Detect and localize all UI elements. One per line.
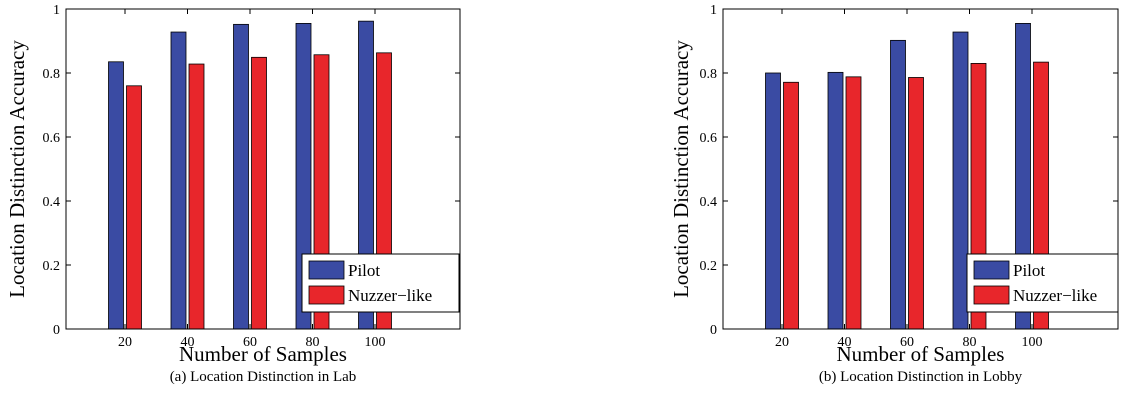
plot-frame [65,8,461,330]
bar-nuzzer-like-60 [908,77,924,330]
y-tick-label: 0.8 [43,67,61,82]
legend-swatch-pilot [973,260,1010,280]
y-tick-label: 0.2 [43,259,61,274]
bar-pilot-80 [952,31,969,330]
bar-nuzzer-like-40 [845,76,862,330]
x-tick-label: 40 [838,335,852,350]
bar-pilot-20 [108,61,124,330]
x-tick-label: 60 [243,335,257,350]
y-tick-label: 0.2 [700,259,718,274]
legend-swatch-pilot [308,260,345,280]
y-tick-label: 0.4 [43,195,61,210]
legend-swatch-nuzzer-like [308,285,345,305]
bar-pilot-20 [765,72,781,330]
x-tick-label: 80 [963,335,977,350]
legend-label-pilot: Pilot [348,261,380,280]
bar-nuzzer-like-60 [251,56,267,330]
x-tick-label: 20 [118,335,132,350]
legend-label-nuzzer-like: Nuzzer−like [348,286,432,305]
chart-a: 0 0.2 0.4 0.6 0.8 1 20 40 60 80 100 Number of Sampl… [5,3,461,385]
bar-pilot-40 [827,71,844,330]
bar-nuzzer-like-20 [783,81,799,330]
y-tick-label: 0 [710,323,717,338]
y-tick-label: 1 [710,3,717,18]
legend: Pilot Nuzzer−like [301,253,460,313]
bar-nuzzer-like-40 [188,63,205,330]
bar-pilot-60 [233,23,249,330]
x-axis-label: Number of Samples [179,342,347,366]
bar-pilot-40 [170,31,187,330]
y-tick-label: 0.6 [43,131,61,146]
y-tick-label: 0.6 [700,131,718,146]
y-axis-label: Location Distinction Accuracy [5,40,29,298]
legend-label-nuzzer-like: Nuzzer−like [1013,286,1097,305]
bar-nuzzer-like-20 [126,85,142,330]
plot-frame [722,8,1119,330]
y-axis-label: Location Distinction Accuracy [669,40,693,298]
y-tick-label: 0.4 [700,195,718,210]
x-axis-label: Number of Samples [837,342,1005,366]
y-tick-label: 0.8 [700,67,718,82]
chart-b: 0 0.2 0.4 0.6 0.8 1 20 40 60 80 100 Number of Sampl… [669,3,1119,385]
chart-caption: (b) Location Distinction in Lobby [819,369,1023,385]
x-tick-label: 60 [900,335,914,350]
legend-swatch-nuzzer-like [973,285,1010,305]
legend-label-pilot: Pilot [1013,261,1045,280]
y-tick-label: 1 [53,3,60,18]
x-tick-label: 80 [306,335,320,350]
y-tick-label: 0 [53,323,60,338]
legend: Pilot Nuzzer−like [966,253,1119,313]
bar-pilot-60 [890,39,906,330]
x-tick-label: 20 [775,335,789,350]
x-tick-label: 100 [1022,335,1043,350]
x-tick-label: 40 [181,335,195,350]
chart-caption: (a) Location Distinction in Lab [170,369,357,385]
x-tick-label: 100 [365,335,386,350]
